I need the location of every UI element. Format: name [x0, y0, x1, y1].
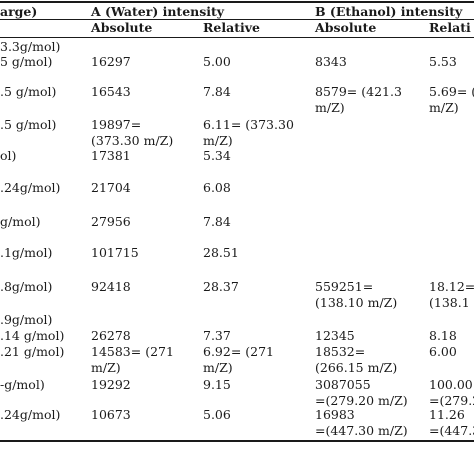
cell-absB-r10-l0: 3087055: [315, 377, 371, 392]
group-rule: [0, 19, 474, 20]
cell-relA-r10-l0: 9.15: [203, 377, 231, 392]
cell-c0-r1-l0: .5 g/mol): [0, 84, 57, 99]
cell-absB-r7-l1: (138.10 m/Z): [315, 295, 398, 310]
cell-c0-r0-l1: 5 g/mol): [0, 54, 53, 69]
cell-relA-r1-l0: 7.84: [203, 84, 231, 99]
cell-relA-r2-l0: 6.11= (373.30: [203, 117, 294, 132]
cell-absA-r8-l0: 26278: [91, 328, 131, 343]
cell-relA-r3-l0: 5.34: [203, 148, 231, 163]
top-rule: [0, 1, 474, 3]
cell-c0-r0-l0: 3.3g/mol): [0, 39, 61, 54]
cell-relB-r11-l1: =(447.3: [429, 423, 474, 438]
header-abs-water: Absolute: [91, 20, 153, 35]
cell-absB-r9-l0: 18532=: [315, 344, 366, 359]
cell-c0-r9-l0: .21 g/mol): [0, 344, 65, 359]
cell-c0-r3-l0: ol): [0, 148, 17, 163]
cell-absA-r3-l0: 17381: [91, 148, 131, 163]
cell-absB-r11-l0: 16983: [315, 407, 355, 422]
cell-absA-r6-l0: 101715: [91, 245, 139, 260]
cell-relB-r10-l1: =(279.2: [429, 393, 474, 408]
cell-c0-r5-l0: g/mol): [0, 214, 41, 229]
cell-c0-r6-l0: .1g/mol): [0, 245, 53, 260]
cell-absB-r1-l0: 8579= (421.3: [315, 84, 402, 99]
cell-relA-r0-l0: 5.00: [203, 54, 231, 69]
cell-relB-r10-l0: 100.00: [429, 377, 473, 392]
cell-c0-r4-l0: .24g/mol): [0, 180, 61, 195]
cell-c0-r10-l0: -g/mol): [0, 377, 45, 392]
cell-relA-r11-l0: 5.06: [203, 407, 231, 422]
cell-absB-r1-l1: m/Z): [315, 100, 345, 115]
cell-absA-r9-l0: 14583= (271: [91, 344, 174, 359]
cell-absA-r2-l1: (373.30 m/Z): [91, 133, 174, 148]
cell-c0-r8-l1: .14 g/mol): [0, 328, 65, 343]
cell-absA-r11-l0: 10673: [91, 407, 131, 422]
cell-relB-r11-l0: 11.26: [429, 407, 465, 422]
header-group-ethanol: B (Ethanol) intensity: [315, 4, 463, 19]
cell-absB-r11-l1: =(447.30 m/Z): [315, 423, 408, 438]
cell-c0-r7-l0: .8g/mol): [0, 279, 53, 294]
cell-relB-r1-l0: 5.69= (4: [429, 84, 474, 99]
cell-absA-r4-l0: 21704: [91, 180, 131, 195]
cell-relB-r8-l0: 8.18: [429, 328, 457, 343]
cell-c0-r8-l0: .9g/mol): [0, 312, 53, 327]
cell-absA-r7-l0: 92418: [91, 279, 131, 294]
cell-c0-r11-l0: .24g/mol): [0, 407, 61, 422]
cell-absB-r9-l1: (266.15 m/Z): [315, 360, 398, 375]
cell-absA-r10-l0: 19292: [91, 377, 131, 392]
cell-c0-r2-l0: .5 g/mol): [0, 117, 57, 132]
header-group-water: A (Water) intensity: [91, 4, 225, 19]
header-abs-ethanol: Absolute: [315, 20, 377, 35]
cell-relB-r7-l1: (138.1: [429, 295, 470, 310]
cell-relA-r8-l0: 7.37: [203, 328, 231, 343]
header-rel-water: Relative: [203, 20, 260, 35]
bottom-rule: [0, 440, 474, 442]
header-col0-label: arge): [0, 4, 38, 19]
cell-absB-r7-l0: 559251=: [315, 279, 374, 294]
cell-absA-r2-l0: 19897=: [91, 117, 142, 132]
cell-relA-r9-l0: 6.92= (271: [203, 344, 275, 359]
cell-relA-r4-l0: 6.08: [203, 180, 231, 195]
cell-relB-r0-l0: 5.53: [429, 54, 457, 69]
cell-relA-r2-l1: m/Z): [203, 133, 233, 148]
cell-absA-r9-l1: m/Z): [91, 360, 121, 375]
cell-absB-r8-l0: 12345: [315, 328, 355, 343]
cell-absA-r0-l0: 16297: [91, 54, 131, 69]
cell-relA-r6-l0: 28.51: [203, 245, 239, 260]
cell-relA-r5-l0: 7.84: [203, 214, 231, 229]
cell-absB-r10-l1: =(279.20 m/Z): [315, 393, 408, 408]
cell-absB-r0-l0: 8343: [315, 54, 347, 69]
header-rel-ethanol: Relati: [429, 20, 471, 35]
cell-relA-r9-l1: m/Z): [203, 360, 233, 375]
cell-relA-r7-l0: 28.37: [203, 279, 239, 294]
header-rule: [0, 37, 474, 38]
cell-relB-r1-l1: m/Z): [429, 100, 459, 115]
cell-relB-r7-l0: 18.12=: [429, 279, 474, 294]
cell-absA-r5-l0: 27956: [91, 214, 131, 229]
cell-absA-r1-l0: 16543: [91, 84, 131, 99]
cell-relB-r9-l0: 6.00: [429, 344, 457, 359]
